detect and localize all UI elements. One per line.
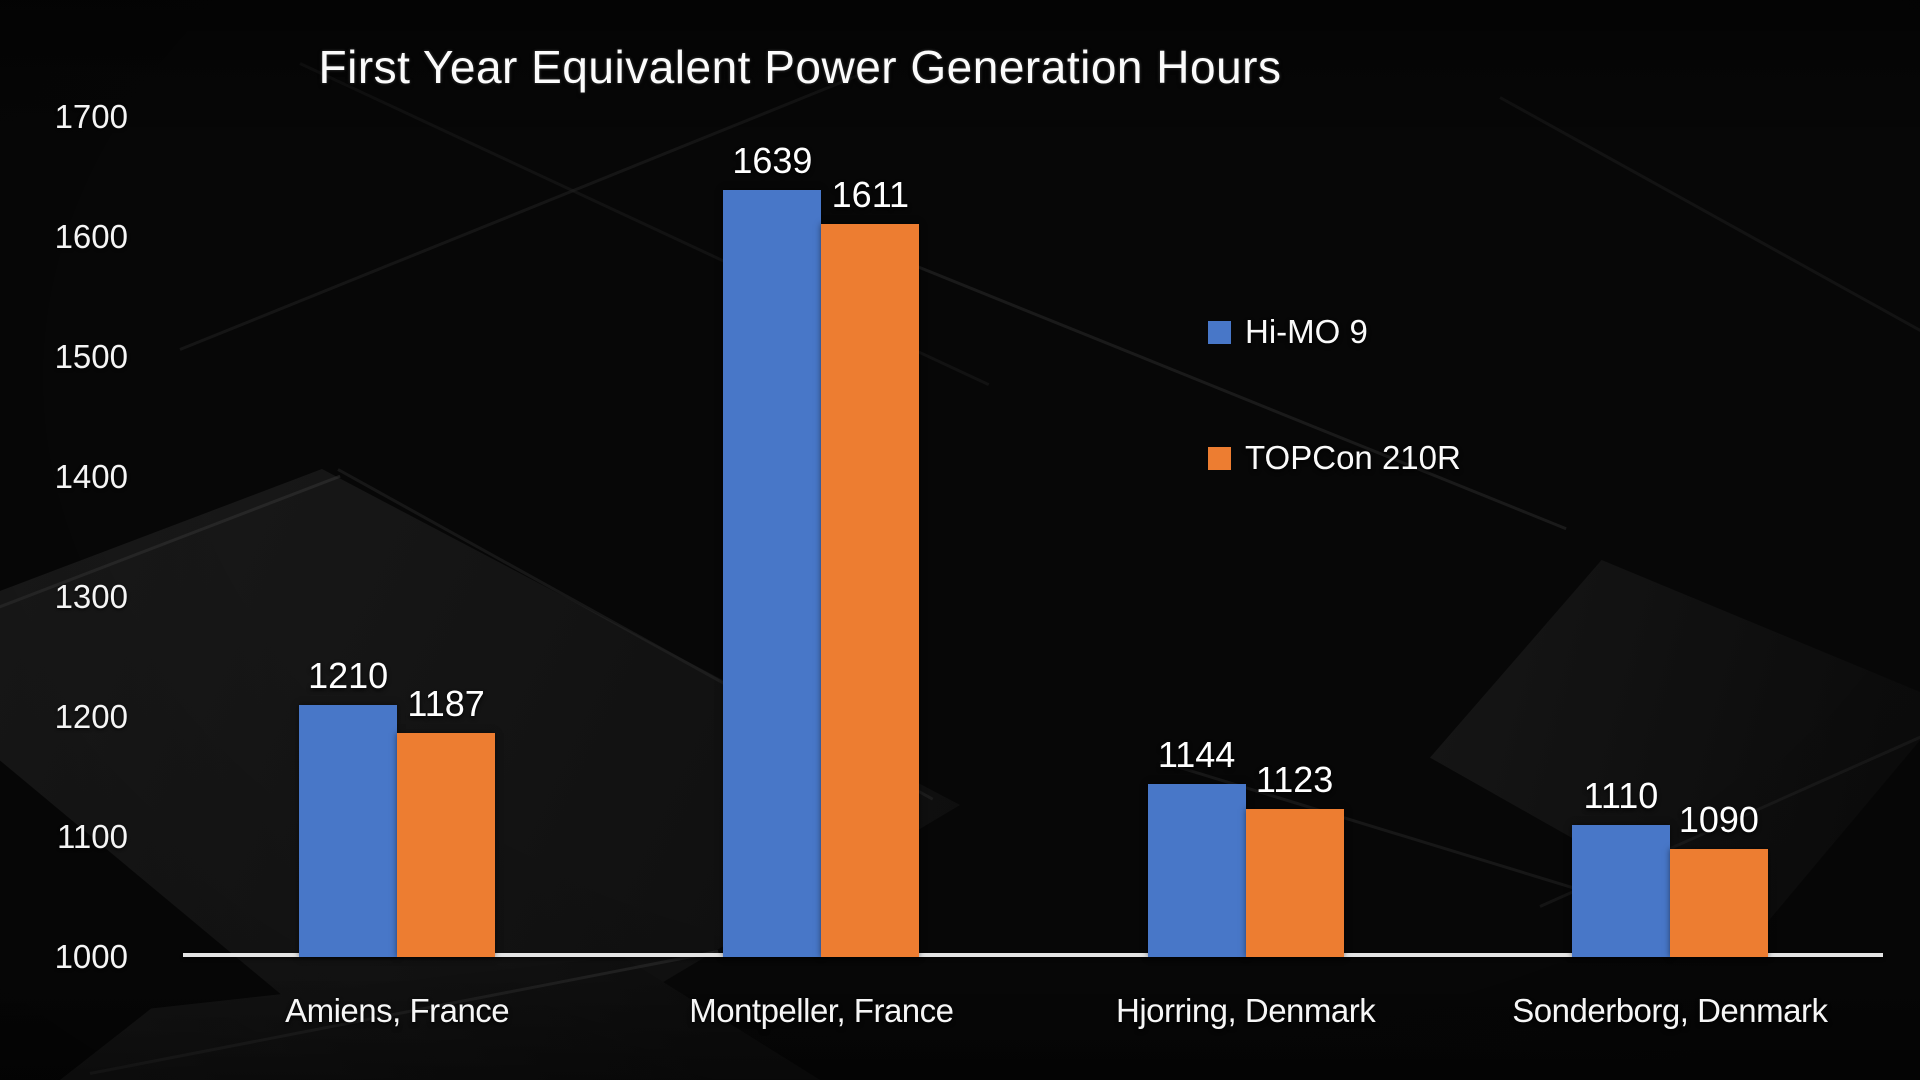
panel-seam — [1499, 96, 1920, 342]
bar-series-1-category-2 — [1245, 809, 1344, 957]
y-axis-tick-label: 1200 — [54, 698, 128, 735]
data-label: 1210 — [308, 655, 389, 696]
y-axis-tick-label: 1700 — [54, 98, 128, 135]
legend-entry: Hi-MO 9 — [1208, 313, 1461, 351]
y-axis-tick-label: 1100 — [57, 818, 128, 855]
bar-series-1-category-3 — [1669, 849, 1768, 957]
legend-swatch-icon — [1208, 446, 1231, 470]
x-axis-category-label: Montpeller, France — [689, 992, 954, 1029]
y-axis-tick-label: 1000 — [54, 938, 128, 975]
x-axis-category-label: Amiens, France — [285, 992, 510, 1029]
data-label: 1144 — [1157, 734, 1236, 775]
bar-series-0-category-2 — [1147, 784, 1246, 957]
y-axis-tick-label: 1400 — [54, 458, 128, 495]
y-axis-tick-label: 1500 — [54, 338, 128, 375]
legend-label: Hi-MO 9 — [1245, 313, 1368, 350]
bar-series-0-category-3 — [1571, 825, 1670, 957]
y-axis-tick-label: 1300 — [54, 578, 128, 615]
x-axis-line — [183, 953, 1883, 957]
bar-series-1-category-1 — [821, 224, 920, 957]
data-label: 1611 — [831, 174, 910, 215]
bar-series-1-category-0 — [397, 733, 496, 957]
x-axis-category-label: Hjorring, Denmark — [1116, 992, 1376, 1029]
data-label: 1123 — [1255, 759, 1334, 800]
legend-entry: TOPCon 210R — [1208, 439, 1461, 477]
data-label: 1110 — [1583, 775, 1659, 816]
data-label: 1639 — [732, 140, 813, 181]
bar-series-0-category-1 — [723, 190, 822, 957]
legend-label: TOPCon 210R — [1245, 439, 1461, 476]
legend-swatch-icon — [1208, 320, 1231, 344]
data-label: 1090 — [1678, 799, 1759, 840]
chart-title: First Year Equivalent Power Generation H… — [318, 41, 1282, 93]
y-axis-tick-label: 1600 — [54, 218, 128, 255]
bar-series-0-category-0 — [299, 705, 398, 957]
x-axis-category-label: Sonderborg, Denmark — [1512, 992, 1828, 1029]
data-label: 1187 — [407, 683, 485, 724]
legend: Hi-MO 9 TOPCon 210R — [1208, 313, 1461, 477]
